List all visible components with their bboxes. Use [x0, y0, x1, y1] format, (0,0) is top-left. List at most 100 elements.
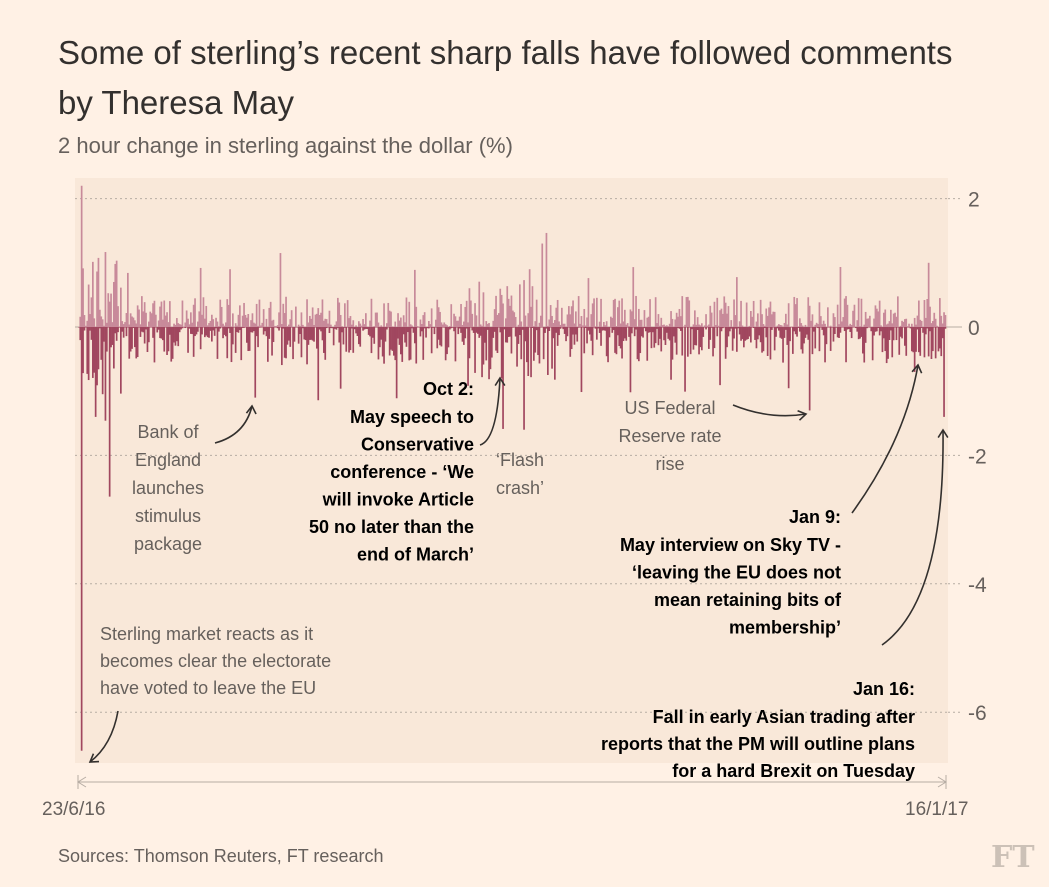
- bar-up: [772, 311, 775, 327]
- annotation-jan9-body: ‘leaving the EU does not: [632, 563, 841, 583]
- bar-up: [411, 325, 413, 327]
- bar-up: [300, 312, 303, 327]
- bar-down: [232, 327, 234, 345]
- bar-up: [625, 324, 628, 327]
- bar-down: [600, 327, 602, 346]
- bar-down: [185, 327, 188, 328]
- bar-down: [712, 327, 714, 357]
- bar-down: [527, 327, 530, 377]
- bar-up: [465, 300, 468, 327]
- bar-down: [292, 327, 294, 360]
- bar-down: [878, 327, 881, 336]
- bar-up: [899, 325, 902, 327]
- bar-up: [513, 312, 516, 327]
- bar-up: [794, 304, 797, 327]
- bar-down: [584, 327, 587, 328]
- bar-up: [654, 297, 657, 327]
- bar-down: [869, 327, 871, 328]
- bar-up: [271, 320, 273, 327]
- bar-up: [547, 325, 549, 327]
- bar-down: [528, 327, 531, 328]
- arrow-us-fed: [732, 404, 807, 417]
- bar-down: [408, 327, 411, 361]
- bar-up: [925, 317, 927, 327]
- bar-up: [709, 305, 712, 327]
- bar-down: [412, 327, 415, 333]
- bar-up: [278, 312, 280, 327]
- bar-down: [107, 327, 110, 328]
- bar-up: [160, 301, 163, 327]
- bar-up: [362, 319, 364, 327]
- bar-up: [484, 326, 486, 328]
- bar-down: [138, 327, 140, 328]
- bar-down: [930, 327, 933, 359]
- bar-up: [908, 323, 910, 327]
- bar-down: [465, 327, 468, 329]
- bar-up: [647, 316, 650, 327]
- bar-down: [199, 327, 202, 350]
- bar-up: [752, 300, 755, 327]
- bar-up: [848, 325, 850, 327]
- bar-down: [521, 327, 524, 330]
- bar-up: [897, 296, 899, 327]
- bar-up: [314, 314, 317, 327]
- bar-down: [122, 327, 125, 338]
- bar-down: [349, 327, 352, 351]
- annotation-oct2-body: May speech to: [350, 407, 474, 427]
- bar-down: [426, 327, 429, 329]
- bar-up: [330, 324, 332, 327]
- bar-up: [698, 324, 700, 327]
- bar-down: [474, 327, 476, 373]
- bar-down: [169, 327, 171, 335]
- bar-down: [135, 327, 138, 359]
- bar-down: [628, 327, 630, 337]
- bar-up: [437, 307, 440, 327]
- bar-up: [771, 314, 773, 327]
- bar-down: [530, 327, 532, 378]
- bar-up: [558, 321, 560, 327]
- bar-down: [726, 327, 728, 348]
- bar-up: [594, 326, 597, 327]
- chart-subtitle: 2 hour change in sterling against the do…: [58, 133, 513, 158]
- bar-up: [429, 324, 432, 327]
- bar-down: [289, 327, 292, 347]
- bar-up: [439, 311, 441, 327]
- annotation-brexit-vote: Sterling market reacts as it: [100, 624, 313, 644]
- bar-down: [162, 327, 164, 341]
- bar-up: [215, 317, 217, 327]
- bar-up: [220, 306, 223, 327]
- bar-down: [719, 327, 721, 386]
- bar-up: [422, 315, 425, 327]
- bar-down: [866, 327, 868, 329]
- bar-up: [929, 306, 931, 327]
- bar-down: [407, 327, 409, 333]
- bar-up: [628, 326, 630, 327]
- bar-down: [311, 327, 314, 341]
- bar-down: [696, 327, 699, 331]
- bar-up: [442, 324, 444, 327]
- bar-up: [890, 309, 892, 327]
- bar-down: [421, 327, 423, 332]
- bar-up: [247, 314, 250, 327]
- bar-up: [435, 319, 437, 327]
- bar-up: [423, 312, 426, 327]
- bar-down: [815, 327, 818, 328]
- bar-down: [150, 327, 153, 328]
- bar-up: [108, 301, 111, 327]
- bar-up: [874, 305, 877, 327]
- bar-down: [290, 327, 293, 328]
- bar-down: [671, 327, 674, 360]
- bar-down: [856, 327, 859, 332]
- bar-down: [402, 327, 405, 335]
- bar-up: [479, 324, 482, 327]
- bar-down: [632, 327, 635, 328]
- bar-down: [647, 327, 650, 333]
- bar-down: [176, 327, 178, 342]
- bar-down: [201, 327, 203, 335]
- bar-up: [577, 296, 580, 327]
- bar-down: [887, 327, 889, 359]
- bar-up: [194, 298, 196, 327]
- bar-down: [302, 327, 304, 329]
- bar-up: [344, 303, 346, 327]
- bar-up: [185, 310, 188, 327]
